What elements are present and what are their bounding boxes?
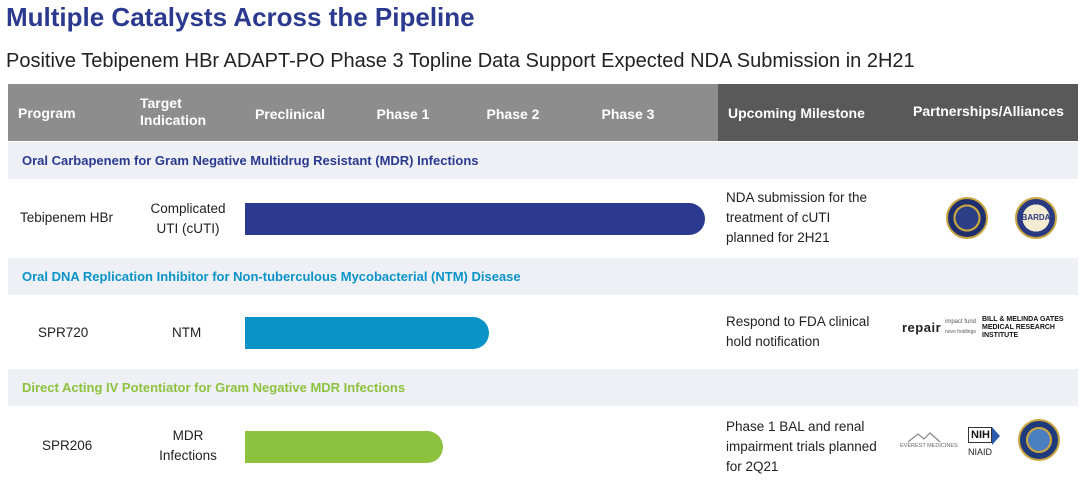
section-header-spr720: Oral DNA Replication Inhibitor for Non-t… xyxy=(8,258,1078,295)
indication-line: Complicated xyxy=(150,201,226,216)
repair-sub-label: impact fund xyxy=(945,319,977,325)
milestone-line: for 2Q21 xyxy=(726,459,779,474)
indication-line: MDR xyxy=(172,428,204,443)
milestone-line: Respond to FDA clinical xyxy=(726,314,870,329)
indication-spr720: NTM xyxy=(172,325,202,340)
gates-label: MEDICAL RESEARCH xyxy=(982,324,1055,331)
dod-seal-icon xyxy=(1018,419,1060,461)
program-name-spr206: SPR206 xyxy=(42,438,93,453)
repair-label: repair xyxy=(902,320,942,335)
header-phase1: Phase 1 xyxy=(376,106,430,122)
header-preclinical: Preclinical xyxy=(254,106,326,122)
milestone-line: Phase 1 BAL and renal xyxy=(726,419,865,434)
header-phase2: Phase 2 xyxy=(486,106,540,122)
barda-seal-icon: BARDA xyxy=(1015,197,1057,239)
milestone-line: impairment trials planned xyxy=(726,439,877,454)
milestone-spr206: Phase 1 BAL and renal impairment trials … xyxy=(726,417,877,477)
repair-sub-label: novo holdings xyxy=(945,329,976,335)
program-name-spr720: SPR720 xyxy=(38,325,89,340)
section-title: Direct Acting IV Potentiator for Gram Ne… xyxy=(22,380,406,395)
section-header-spr206: Direct Acting IV Potentiator for Gram Ne… xyxy=(8,369,1078,406)
everest-label: EVEREST MEDICINES xyxy=(900,443,958,449)
header-stages-band xyxy=(8,84,718,141)
section-title: Oral Carbapenem for Gram Negative Multid… xyxy=(22,153,479,168)
progress-bar-spr206 xyxy=(245,431,443,463)
header-program: Program xyxy=(18,105,76,121)
everest-medicines-logo: EVEREST MEDICINES xyxy=(900,430,958,452)
milestone-spr720: Respond to FDA clinical hold notificatio… xyxy=(726,312,869,352)
section-title: Oral DNA Replication Inhibitor for Non-t… xyxy=(22,269,521,284)
milestone-line: NDA submission for the xyxy=(726,190,868,205)
milestone-line: planned for 2H21 xyxy=(726,230,830,245)
nih-box: NIH xyxy=(968,427,992,443)
section-header-tebipenem: Oral Carbapenem for Gram Negative Multid… xyxy=(8,142,1078,179)
milestone-line: hold notification xyxy=(726,334,820,349)
nih-niaid-logo: NIH NIAID xyxy=(968,427,1008,461)
page-title: Multiple Catalysts Across the Pipeline xyxy=(6,2,475,32)
header-target-indication: Target Indication xyxy=(140,95,207,128)
chevron-right-icon xyxy=(992,427,1000,445)
gates-mri-logo: BILL & MELINDA GATES MEDICAL RESEARCH IN… xyxy=(982,316,1078,342)
header-milestone-band xyxy=(718,84,1078,141)
page-subtitle: Positive Tebipenem HBr ADAPT-PO Phase 3 … xyxy=(6,50,915,72)
header-partnerships: Partnerships/Alliances xyxy=(913,103,1064,119)
gates-label: BILL & MELINDA GATES xyxy=(982,316,1064,323)
barda-label: BARDA xyxy=(1021,213,1051,222)
indication-tebipenem: Complicated UTI (cUTI) xyxy=(148,199,228,239)
milestone-tebipenem: NDA submission for the treatment of cUTI… xyxy=(726,188,867,248)
indication-line: Infections xyxy=(159,448,217,463)
dod-seal-icon xyxy=(946,197,988,239)
progress-bar-spr720 xyxy=(245,317,489,349)
repair-impact-fund-logo: repair impact fund novo holdings xyxy=(902,318,977,342)
indication-spr206: MDR Infections xyxy=(148,426,228,466)
gates-label: INSTITUTE xyxy=(982,332,1019,339)
header-phase3: Phase 3 xyxy=(601,106,655,122)
milestone-line: treatment of cUTI xyxy=(726,210,831,225)
header-upcoming-milestone: Upcoming Milestone xyxy=(728,105,865,121)
niaid-label: NIAID xyxy=(968,447,993,457)
program-name-tebipenem: Tebipenem HBr xyxy=(20,210,114,225)
table-header: Program Target Indication Preclinical Ph… xyxy=(8,84,1078,141)
nih-label: NIH xyxy=(971,429,990,441)
mountain-icon xyxy=(907,432,941,443)
indication-line: UTI (cUTI) xyxy=(156,221,220,236)
progress-bar-tebipenem xyxy=(245,203,705,235)
